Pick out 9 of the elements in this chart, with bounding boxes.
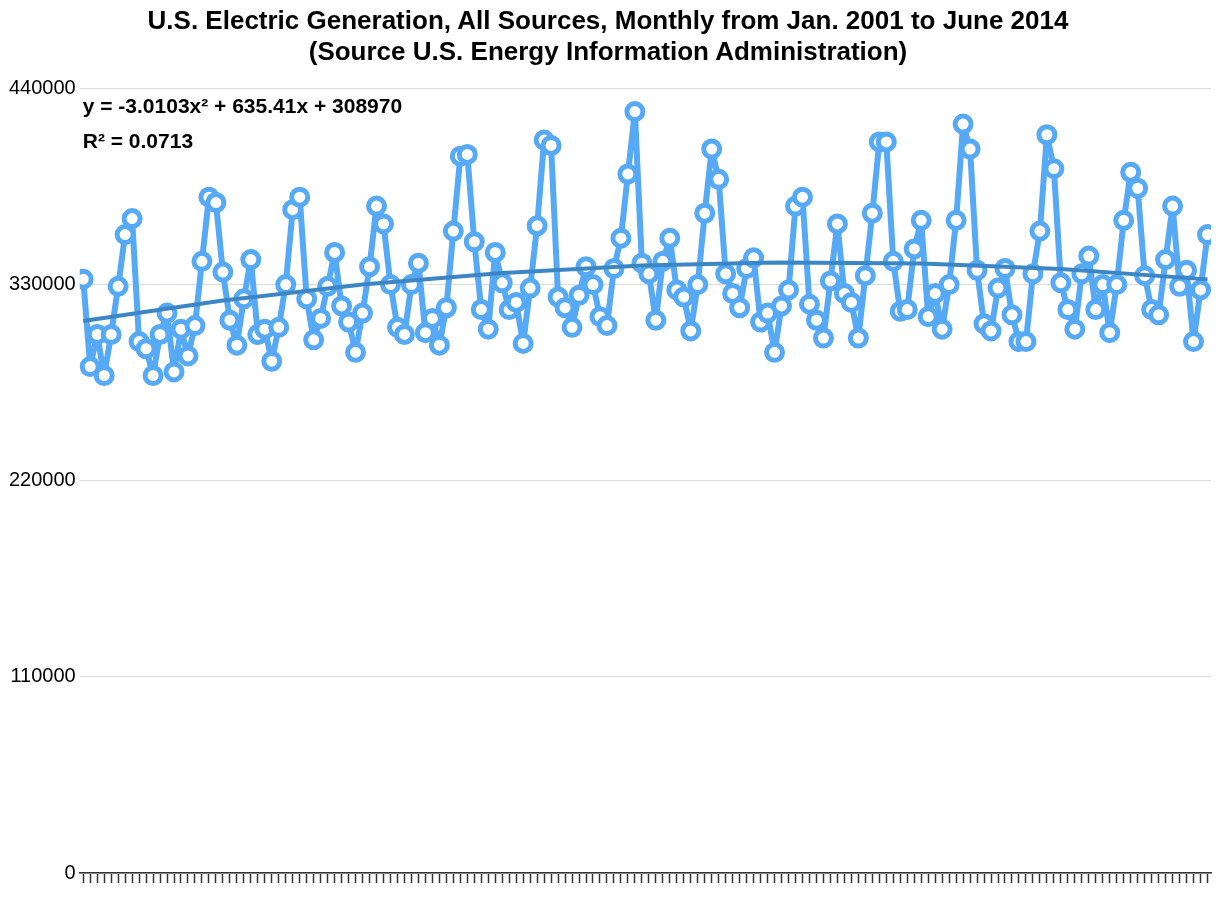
chart-title: U.S. Electric Generation, All Sources, Monthly from Jan. 2001 to June 2014 <box>147 4 1069 35</box>
y-tick-label: 220000 <box>8 468 76 491</box>
chart-subtitle: (Source U.S. Energy Information Administration) <box>308 35 908 66</box>
y-tick-label: 330000 <box>8 272 76 295</box>
y-tick-label: 110000 <box>10 664 76 687</box>
annotation: R² = 0.0713 <box>82 128 194 152</box>
annotation: y = -3.0103x² + 635.41x + 308970 <box>82 93 403 117</box>
y-tick-label: 0 <box>64 860 76 883</box>
y-tick-label: 440000 <box>8 75 76 98</box>
